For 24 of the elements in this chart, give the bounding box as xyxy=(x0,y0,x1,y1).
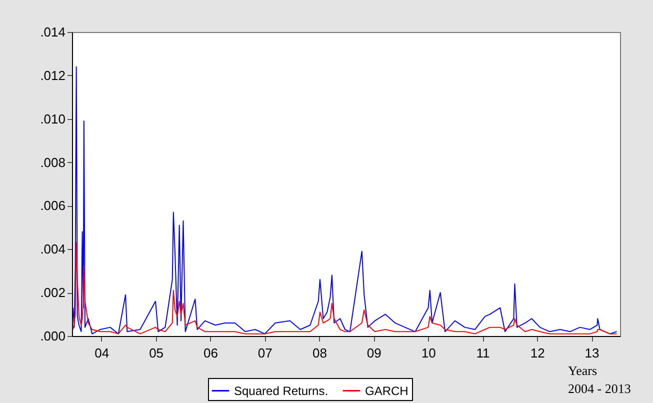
y-tick-label: .004 xyxy=(40,242,66,257)
x-tick-label: 07 xyxy=(258,346,272,360)
x-tick-label: 08 xyxy=(312,346,327,360)
x-tick-label: 06 xyxy=(203,346,218,360)
y-tick-label: .008 xyxy=(40,154,66,170)
x-tick-label: 13 xyxy=(584,346,600,360)
y-tick-label: .014 xyxy=(40,24,66,40)
text: Years xyxy=(568,363,598,378)
legend-label: GARCH xyxy=(365,384,408,398)
x-tick-label: 10 xyxy=(421,346,436,360)
x-tick-label: 05 xyxy=(149,346,164,360)
y-tick-label: .002 xyxy=(40,285,66,300)
y-tick-label: .000 xyxy=(40,328,66,344)
y-tick-label: .012 xyxy=(40,68,66,83)
line-series xyxy=(72,66,618,334)
x-tick-label: 04 xyxy=(94,346,110,360)
line-series xyxy=(72,242,618,334)
x-tick-label: 11 xyxy=(476,346,490,360)
legend-label: Squared Returns. xyxy=(234,384,328,398)
x-tick-label: 09 xyxy=(366,346,382,360)
y-tick-label: .010 xyxy=(40,111,66,126)
text: 2004 - 2013 xyxy=(568,381,631,396)
y-tick-label: .006 xyxy=(40,198,66,214)
x-tick-label: 12 xyxy=(530,346,545,360)
